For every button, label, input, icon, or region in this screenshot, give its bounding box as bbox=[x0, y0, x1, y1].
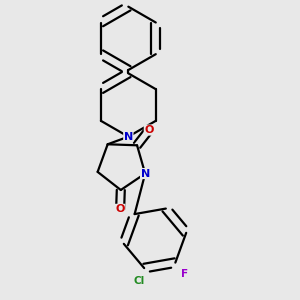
Text: F: F bbox=[182, 269, 189, 279]
Text: N: N bbox=[140, 169, 150, 178]
Text: O: O bbox=[144, 125, 154, 135]
Text: O: O bbox=[116, 204, 125, 214]
Text: Cl: Cl bbox=[134, 276, 145, 286]
Text: N: N bbox=[124, 132, 133, 142]
